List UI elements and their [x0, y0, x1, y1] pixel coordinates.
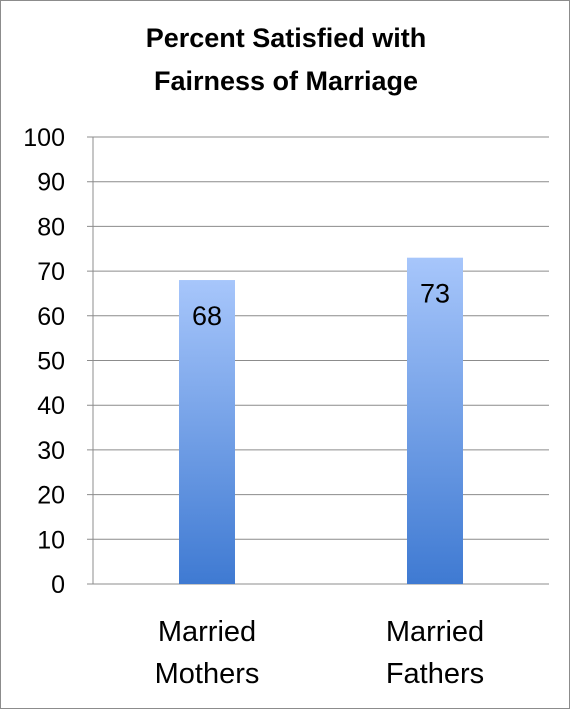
- data-label: 73: [420, 279, 450, 309]
- y-tick-label: 20: [37, 482, 65, 510]
- y-tick-label: 80: [37, 213, 65, 241]
- x-category-label: Fathers: [386, 658, 484, 690]
- y-tick-label: 70: [37, 258, 65, 286]
- y-tick-label: 50: [37, 348, 65, 376]
- chart-title-line-2: Fairness of Marriage: [153, 66, 419, 96]
- y-tick-label: 30: [37, 437, 65, 465]
- y-tick-label: 90: [37, 169, 65, 197]
- data-label: 68: [192, 301, 222, 331]
- chart-title-line-1: Percent Satisfied with: [145, 23, 427, 53]
- bar-2: [407, 257, 463, 584]
- y-tick-label: 10: [37, 526, 65, 554]
- y-tick-label: 40: [37, 392, 65, 420]
- x-category-label: Mothers: [155, 658, 260, 690]
- y-tick-label: 100: [23, 124, 65, 152]
- x-category-label: Married: [386, 616, 484, 648]
- x-category-label: Married: [158, 616, 256, 648]
- y-tick-label: 60: [37, 303, 65, 331]
- y-tick-label: 0: [51, 571, 65, 599]
- bar-1: [179, 280, 235, 584]
